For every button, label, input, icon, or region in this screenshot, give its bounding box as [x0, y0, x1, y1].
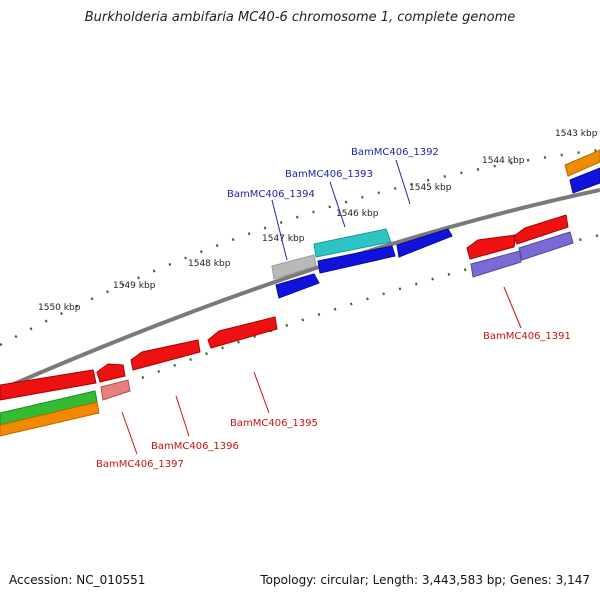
- gene-label-1392[interactable]: BamMC406_1392: [351, 147, 439, 158]
- feature-1396-red[interactable]: [130, 339, 201, 371]
- reverse-features: [0, 214, 574, 437]
- feature-orange-left[interactable]: [0, 401, 100, 437]
- leader-line-1394: [271, 199, 288, 261]
- feature-1391-purple-b[interactable]: [518, 231, 574, 261]
- backbone-circle: [0, 188, 600, 392]
- leader-line-1397: [121, 411, 138, 455]
- forward-features: [271, 149, 600, 299]
- feature-1391-purple[interactable]: [470, 250, 522, 278]
- kbp-label: 1547 kbp: [262, 234, 305, 244]
- gene-label-1394[interactable]: BamMC406_1394: [227, 189, 315, 200]
- leader-line-1392: [395, 159, 411, 205]
- map-title: Burkholderia ambifaria MC40-6 chromosome…: [84, 10, 516, 25]
- gene-label-1395[interactable]: BamMC406_1395: [230, 418, 318, 429]
- gene-label-1396[interactable]: BamMC406_1396: [151, 441, 239, 452]
- kbp-label: 1550 kbp: [38, 303, 81, 313]
- kbp-label: 1545 kbp: [409, 183, 452, 193]
- feature-1393-cyan[interactable]: [313, 228, 392, 258]
- gene-labels: BamMC406_1392 BamMC406_1393 BamMC406_139…: [96, 147, 571, 470]
- feature-1391-red-b[interactable]: [513, 214, 569, 245]
- feature-blue-left[interactable]: [275, 273, 320, 299]
- kbp-label: 1549 kbp: [113, 281, 156, 291]
- feature-1394-gray[interactable]: [271, 254, 317, 280]
- leader-line-1395: [253, 371, 270, 414]
- feature-1391-red-a[interactable]: [466, 234, 517, 260]
- feature-1397-red-small[interactable]: [96, 363, 126, 383]
- feature-1392-blue[interactable]: [396, 228, 453, 258]
- genome-summary-text: Topology: circular; Length: 3,443,583 bp…: [260, 573, 590, 587]
- leader-line-1396: [175, 395, 190, 437]
- kbp-label: 1544 kbp: [482, 156, 525, 166]
- kbp-label: 1548 kbp: [188, 259, 231, 269]
- feature-blue-top[interactable]: [569, 167, 600, 194]
- kbp-labels: 1543 kbp 1544 kbp 1545 kbp 1546 kbp 1547…: [38, 129, 598, 313]
- kbp-label: 1546 kbp: [336, 209, 379, 219]
- feature-1393-blue[interactable]: [317, 245, 396, 274]
- gene-label-1391[interactable]: BamMC406_1391: [483, 331, 571, 342]
- gene-label-1397[interactable]: BamMC406_1397: [96, 459, 184, 470]
- feature-1395-red[interactable]: [207, 316, 278, 349]
- kbp-label: 1543 kbp: [555, 129, 598, 139]
- feature-orange-top[interactable]: [564, 149, 600, 177]
- leader-line-1393: [329, 181, 346, 228]
- feature-1397-pink[interactable]: [100, 379, 131, 401]
- gene-label-1393[interactable]: BamMC406_1393: [285, 169, 373, 180]
- feature-red-left[interactable]: [0, 369, 97, 401]
- leader-line-1391: [503, 286, 522, 329]
- accession-text: Accession: NC_010551: [9, 573, 146, 587]
